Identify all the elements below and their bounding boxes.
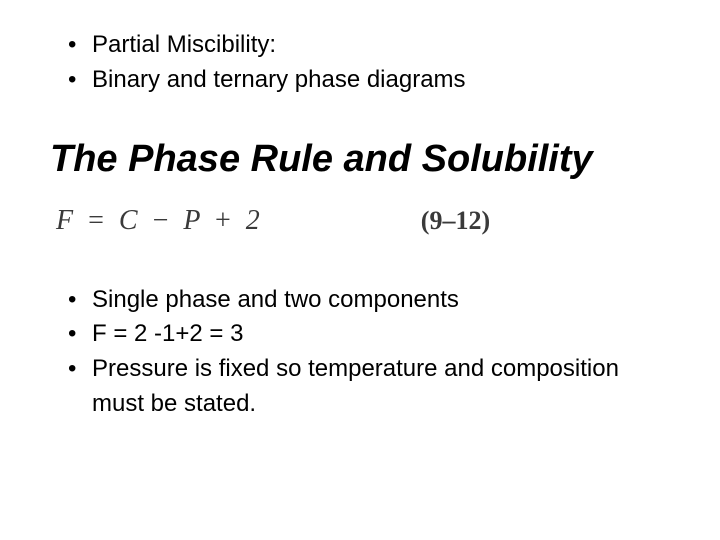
equation-operator: = — [88, 205, 105, 236]
list-item: Pressure is fixed so temperature and com… — [92, 352, 670, 422]
equation-row: F = C − P + 2 (9–12) — [56, 205, 670, 237]
equation-number: (9–12) — [421, 206, 490, 236]
equation-operator: + — [215, 205, 232, 236]
list-item: Binary and ternary phase diagrams — [92, 63, 670, 98]
top-bullet-list: Partial Miscibility: Binary and ternary … — [92, 28, 670, 98]
bottom-bullet-list: Single phase and two components F = 2 -1… — [92, 283, 670, 422]
equation-term: 2 — [246, 205, 261, 236]
list-item: Single phase and two components — [92, 283, 670, 318]
equation-term: P — [183, 205, 201, 236]
equation-operator: − — [153, 205, 170, 236]
equation-lhs: F — [56, 205, 74, 236]
list-item: Partial Miscibility: — [92, 28, 670, 63]
equation-term: C — [119, 205, 139, 236]
page-title: The Phase Rule and Solubility — [50, 138, 670, 181]
list-item: F = 2 -1+2 = 3 — [92, 317, 670, 352]
equation: F = C − P + 2 — [56, 205, 261, 237]
